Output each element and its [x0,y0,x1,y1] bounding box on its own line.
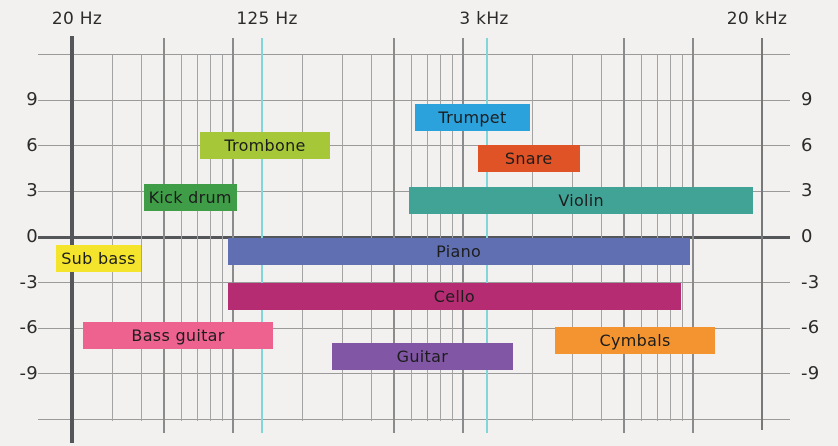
y-tick-right--9: -9 [801,362,820,384]
grid-vline-minor [209,55,211,421]
grid-vline-major [162,38,165,433]
grid-vline-major [461,38,464,433]
grid-hline [38,99,790,101]
grid-vline-minor [140,55,142,421]
grid-vline-major [392,38,395,433]
y-tick-left--9: -9 [19,362,38,384]
grid-vline-minor [196,55,198,421]
instrument-bar-cymbals: Cymbals [555,326,716,354]
bar-label-cymbals: Cymbals [599,330,671,350]
bar-label-guitar: Guitar [396,347,449,367]
grid-hline [38,282,790,283]
x-axis-label-125-hz: 125 Hz [236,9,298,29]
grid-vline-minor [181,55,183,421]
y-tick-right-9: 9 [801,89,813,111]
x-axis-label-20-hz: 20 Hz [51,9,103,29]
y-tick-left--3: -3 [19,271,38,293]
y-tick-left-0: 0 [26,226,38,247]
zero-level-line [38,235,790,239]
grid-hline [38,373,790,374]
bar-label-trumpet: Trumpet [438,107,507,127]
instrument-bar-bass-guitar: Bass guitar [82,322,274,350]
grid-vline-major [691,38,694,433]
grid-vline-minor [221,55,223,421]
bar-label-snare: Snare [504,148,553,168]
grid-hline [38,145,790,147]
instrument-bar-piano: Piano [227,237,690,265]
bar-label-violin: Violin [558,191,604,211]
instrument-bar-snare: Snare [477,144,580,172]
grid-vline-major [622,38,625,433]
grid-vline-minor [112,55,113,421]
instrument-bar-cello: Cello [227,282,682,310]
grid-vline-20khz [761,38,763,430]
y-tick-left--6: -6 [19,317,38,338]
grid-hline [38,418,790,420]
instrument-bar-trumpet: Trumpet [415,103,530,131]
y-axis-line [70,36,74,443]
bar-label-piano: Piano [436,241,482,261]
bar-label-trombone: Trombone [224,135,306,155]
grid-vline-major [231,38,234,433]
instrument-bar-kick-drum: Kick drum [143,184,237,212]
y-tick-right--6: -6 [801,317,820,338]
bar-label-sub-bass: Sub bass [61,248,136,268]
y-tick-left-3: 3 [26,180,38,202]
instrument-bar-violin: Violin [409,187,754,215]
bar-label-bass-guitar: Bass guitar [131,326,225,346]
bar-label-cello: Cello [433,286,475,306]
bar-label-kick-drum: Kick drum [148,188,232,208]
y-tick-right-0: 0 [801,226,813,247]
freq-accent-line [261,38,263,433]
grid-hline [38,327,790,329]
y-tick-right-6: 6 [801,134,813,156]
instrument-bar-sub-bass: Sub bass [55,244,142,272]
instrument-bar-trombone: Trombone [199,131,331,159]
instrument-bar-guitar: Guitar [331,343,513,371]
y-tick-left-6: 6 [26,134,38,156]
y-tick-left-9: 9 [26,89,38,111]
grid-hline [38,54,790,56]
freq-accent-line [486,38,488,433]
x-axis-label-3-khz: 3 kHz [459,9,509,29]
y-tick-right--3: -3 [801,271,820,293]
x-axis-label-20-khz: 20 kHz [726,9,788,29]
y-tick-right-3: 3 [801,180,813,202]
